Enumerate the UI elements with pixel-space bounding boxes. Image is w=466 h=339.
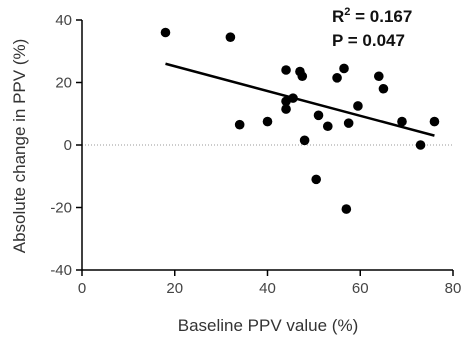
x-axis-title: Baseline PPV value (%) [178,316,358,335]
data-point-4 [281,65,291,75]
data-point-1 [225,32,236,42]
data-point-14 [332,73,342,83]
regression-line [165,62,435,137]
x-ticks: 0 20 40 60 80 [78,270,462,297]
r-squared-annotation: R2 = 0.167 [332,6,412,26]
y-tick-label-4: -40 [50,262,72,279]
data-point-10 [299,135,310,146]
r-squared-value: = 0.167 [350,7,412,26]
x-tick-label-2: 40 [259,280,276,297]
data-points [160,27,440,214]
data-point-13 [322,121,333,132]
data-point-6 [281,104,291,114]
data-point-19 [374,71,384,82]
data-point-0 [160,27,171,38]
x-tick-label-3: 60 [352,280,369,297]
data-point-15 [339,63,349,74]
data-point-12 [313,110,324,121]
y-tick-label-1: 20 [55,75,72,92]
x-tick-label-4: 80 [445,280,462,297]
data-point-11 [311,174,321,185]
y-tick-label-2: 0 [64,137,72,154]
data-point-23 [429,116,440,127]
data-point-21 [397,116,407,127]
y-tick-label-0: 40 [55,12,72,29]
y-tick-label-3: -20 [50,200,72,217]
data-point-3 [262,116,273,127]
p-value-annotation: P = 0.047 [332,31,405,50]
x-tick-label-1: 20 [166,280,183,297]
y-ticks: 40 20 0 -20 -40 [50,12,82,279]
data-point-22 [415,140,426,150]
r-squared-label: R [332,7,344,26]
y-axis-title: Absolute change in PPV (%) [10,39,29,254]
data-point-20 [378,83,389,94]
data-point-18 [353,101,363,111]
data-point-9 [297,71,308,82]
data-point-2 [234,119,245,130]
data-point-16 [341,204,352,214]
data-point-17 [343,118,354,128]
r-squared-superscript: 2 [344,6,350,18]
x-tick-label-0: 0 [78,280,86,297]
